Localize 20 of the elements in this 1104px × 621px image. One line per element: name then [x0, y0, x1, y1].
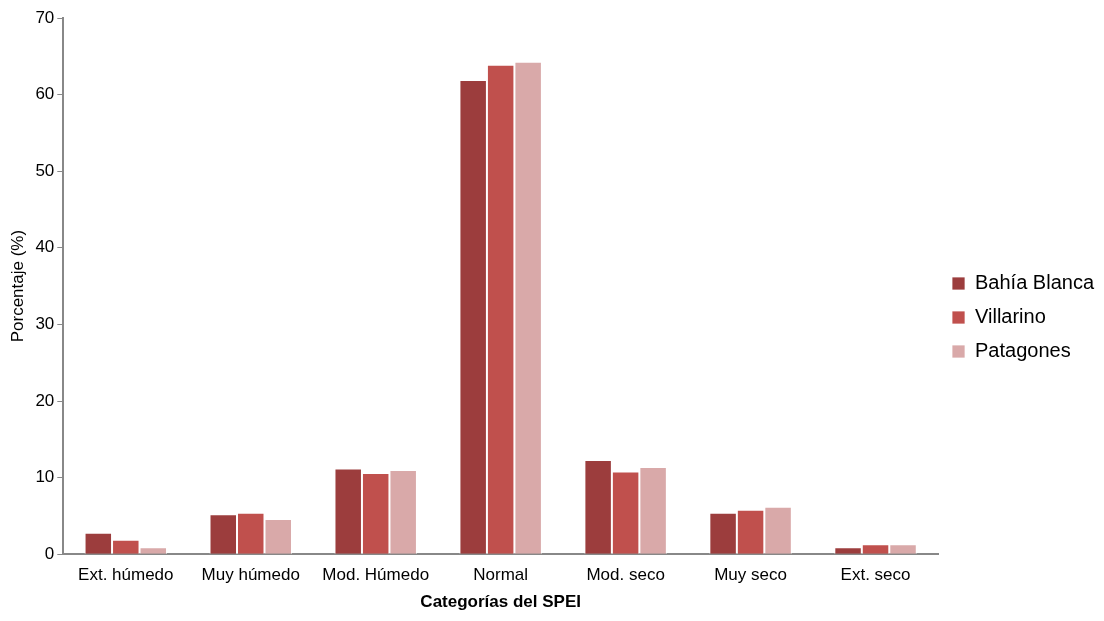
y-axis-title: Porcentaje (%) [7, 229, 27, 343]
y-tick-label: 40 [35, 237, 55, 257]
y-tick-label: 50 [35, 160, 55, 180]
y-tick-label: 30 [35, 314, 55, 334]
x-tick-label: Mod. Húmedo [322, 565, 430, 585]
x-tick-label: Muy húmedo [201, 565, 300, 585]
x-tick-label: Normal [473, 565, 529, 585]
y-tick-label: 60 [35, 84, 55, 104]
x-tick-label: Ext. seco [840, 565, 911, 585]
x-tick-label: Mod. seco [586, 565, 665, 585]
y-tick-label: 10 [35, 467, 55, 487]
x-tick-label: Muy seco [714, 565, 787, 585]
y-tick-label: 70 [35, 7, 55, 27]
x-axis-title: Categorías del SPEI [420, 592, 581, 612]
legend-label: Villarino [975, 305, 1046, 328]
y-tick-label: 0 [44, 543, 55, 563]
legend-label: Patagones [975, 339, 1071, 362]
x-tick-label: Ext. húmedo [78, 565, 174, 585]
legend-label: Bahía Blanca [975, 271, 1095, 294]
y-tick-label: 20 [35, 390, 55, 410]
